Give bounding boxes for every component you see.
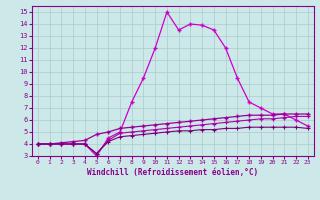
X-axis label: Windchill (Refroidissement éolien,°C): Windchill (Refroidissement éolien,°C) <box>87 168 258 177</box>
